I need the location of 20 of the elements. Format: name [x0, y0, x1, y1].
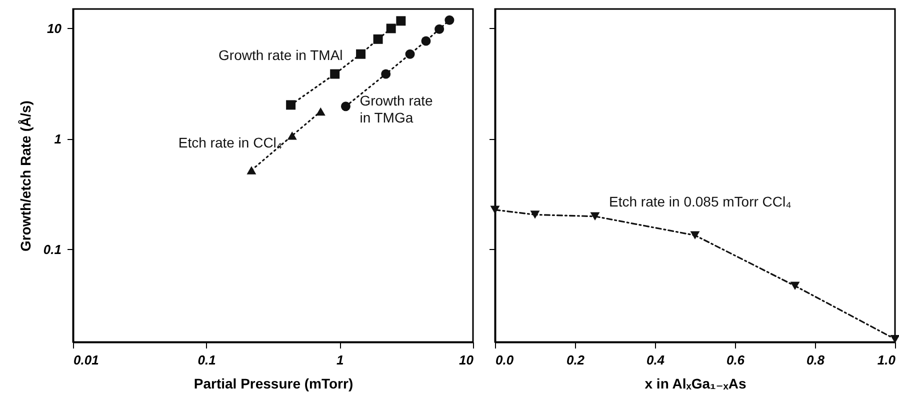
- x-tick-label: 0.6: [726, 352, 746, 368]
- x-tick-label: 0.0: [496, 352, 514, 368]
- x-tick-label: 0.1: [198, 352, 216, 368]
- x-axis-title: x in AlₓGa₁₋ₓAs: [644, 376, 746, 392]
- x-axis-title: Partial Pressure (mTorr): [194, 376, 354, 392]
- x-tick-label: 1.0: [877, 352, 896, 368]
- x-tick-label: 0.2: [566, 352, 586, 368]
- series-label: Etch rate in CCl₄: [178, 134, 282, 151]
- x-tick-label: 0.01: [74, 352, 99, 368]
- x-tick-label: 10: [459, 352, 474, 368]
- y-tick-label: 10: [47, 20, 62, 36]
- y-tick-label: 1: [54, 131, 62, 146]
- series-label: Growth rate in TMGa: [360, 92, 434, 126]
- series-label: Etch rate in 0.085 mTorr CCl₄: [609, 193, 792, 210]
- y-tick-label: 0.1: [43, 242, 62, 257]
- x-tick-label: 1: [336, 352, 344, 368]
- y-axis-title: Growth/etch Rate (Å/s): [17, 100, 34, 252]
- x-tick-label: 0.8: [806, 352, 826, 368]
- series-label: Growth rate in TMAl: [218, 47, 343, 64]
- x-tick-label: 0.4: [646, 352, 666, 368]
